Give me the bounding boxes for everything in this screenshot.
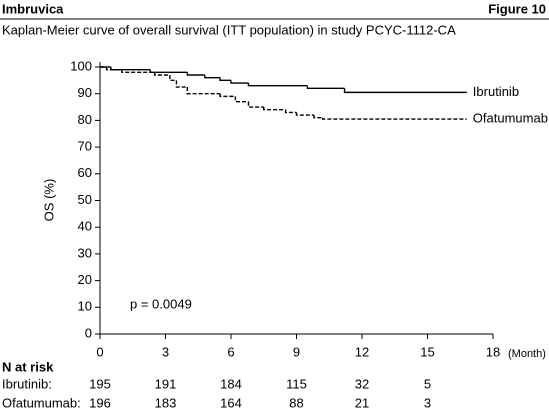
risk-count: 5 [424, 376, 431, 391]
y-tick-label: 10 [78, 299, 92, 314]
risk-count: 191 [155, 376, 177, 391]
survival-step [343, 88, 467, 94]
survival-step [284, 109, 297, 114]
survival-step [234, 96, 249, 103]
y-tick-label: 90 [78, 85, 92, 100]
risk-count: 21 [355, 395, 369, 410]
risk-row-label: Ibrutinib: [2, 376, 52, 391]
risk-count: 196 [89, 395, 111, 410]
y-tick-label: 70 [78, 139, 92, 154]
x-tick-label: 15 [420, 344, 434, 359]
y-axis-label: OS (%) [41, 179, 56, 222]
risk-count: 184 [220, 376, 242, 391]
y-tick-label: 100 [70, 58, 92, 73]
risk-count: 32 [355, 376, 369, 391]
survival-step [105, 67, 122, 71]
survival-step [219, 93, 236, 98]
survival-step [230, 80, 249, 84]
y-tick-label: 0 [85, 325, 92, 340]
y-tick-label: 60 [78, 165, 92, 180]
survival-step [219, 77, 231, 82]
risk-count: 195 [89, 376, 111, 391]
series-label: Ofatumumab [473, 111, 548, 126]
x-tick-label: 18 [486, 344, 500, 359]
y-tick-label: 80 [78, 112, 92, 127]
figure-label: Figure 10 [488, 1, 546, 16]
risk-count: 183 [155, 395, 177, 410]
risk-count: 3 [424, 395, 431, 410]
survival-step [153, 72, 170, 76]
chart-title: Imbruvica [2, 1, 64, 16]
y-tick-label: 50 [78, 192, 92, 207]
survival-step [306, 85, 345, 90]
survival-step [313, 115, 323, 119]
risk-table-title: N at risk [2, 359, 54, 374]
x-tick-label: 6 [227, 344, 234, 359]
x-axis-label: (Month) [508, 348, 546, 360]
survival-step [295, 112, 314, 116]
survival-step [175, 80, 188, 88]
survival-step [149, 69, 188, 74]
x-tick-label: 9 [293, 344, 300, 359]
y-tick-label: 40 [78, 219, 92, 234]
survival-step [204, 75, 221, 79]
survival-step [247, 101, 264, 108]
risk-count: 164 [220, 395, 242, 410]
x-tick-label: 0 [96, 344, 103, 359]
annotation: p = 0.0049 [130, 296, 192, 311]
risk-row-label: Ofatumumab: [2, 395, 81, 410]
survival-step [263, 107, 286, 111]
survival-step [169, 75, 177, 82]
risk-count: 115 [286, 376, 307, 391]
survival-step [121, 69, 155, 74]
survival-step [186, 72, 205, 76]
y-tick-label: 30 [78, 245, 92, 260]
y-tick-label: 20 [78, 272, 92, 287]
chart-subtitle: Kaplan-Meier curve of overall survival (… [2, 22, 456, 37]
x-tick-label: 3 [162, 344, 169, 359]
survival-step [186, 87, 221, 95]
survival-step [322, 117, 467, 120]
x-tick-label: 12 [355, 344, 369, 359]
survival-step [247, 83, 308, 87]
risk-count: 88 [289, 395, 303, 410]
series-label: Ibrutinib [473, 84, 519, 99]
